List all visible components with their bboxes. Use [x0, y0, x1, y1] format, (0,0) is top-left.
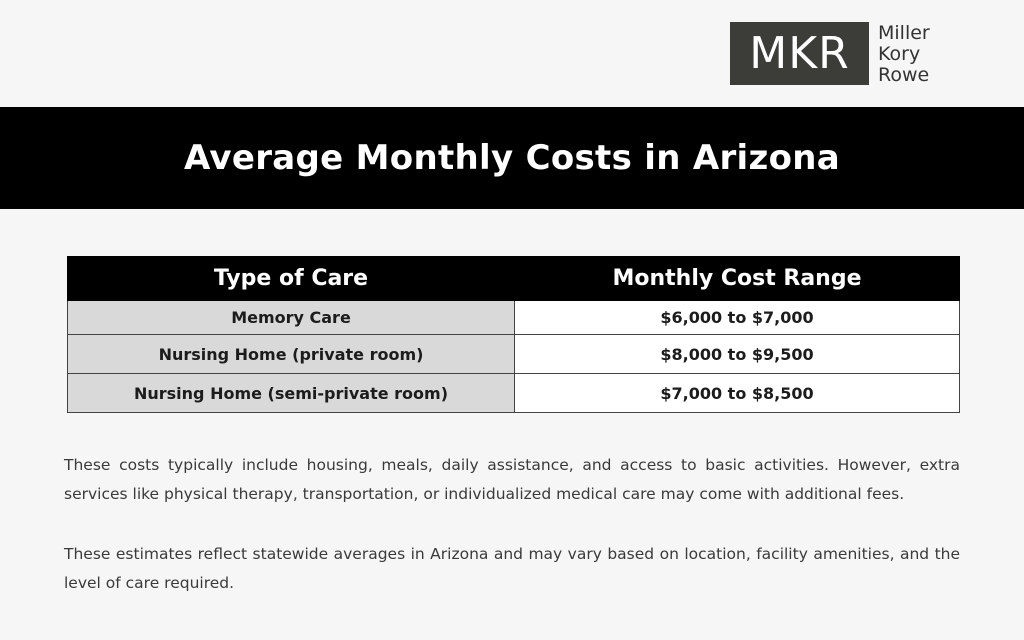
firm-logo: MKR Miller Kory Rowe: [730, 22, 930, 86]
cost-table: Type of Care Monthly Cost Range Memory C…: [67, 256, 960, 413]
logo-word-miller: Miller: [878, 22, 930, 44]
cost-range-cell: $7,000 to $8,500: [514, 373, 960, 413]
header-type-of-care: Type of Care: [67, 256, 515, 301]
table-row: Memory Care $6,000 to $7,000: [67, 300, 960, 335]
table-row: Nursing Home (private room) $8,000 to $9…: [67, 334, 960, 374]
header-monthly-cost-range: Monthly Cost Range: [514, 256, 960, 301]
care-type-cell: Memory Care: [67, 300, 515, 335]
logo-word-rowe: Rowe: [878, 64, 930, 86]
table-row: Nursing Home (semi-private room) $7,000 …: [67, 373, 960, 413]
logo-word-kory: Kory: [878, 43, 921, 65]
logo-wordmark: Miller Kory Rowe: [878, 23, 930, 86]
page-title: Average Monthly Costs in Arizona: [184, 138, 840, 178]
care-type-cell: Nursing Home (private room): [67, 334, 515, 374]
title-banner: Average Monthly Costs in Arizona: [0, 107, 1024, 209]
cost-range-cell: $8,000 to $9,500: [514, 334, 960, 374]
care-type-cell: Nursing Home (semi-private room): [67, 373, 515, 413]
costs-description-paragraph: These costs typically include housing, m…: [64, 456, 960, 503]
cost-range-cell: $6,000 to $7,000: [514, 300, 960, 335]
table-header-row: Type of Care Monthly Cost Range: [67, 256, 960, 301]
estimates-note-paragraph: These estimates reflect statewide averag…: [64, 545, 960, 592]
logo-initials: MKR: [730, 22, 869, 85]
